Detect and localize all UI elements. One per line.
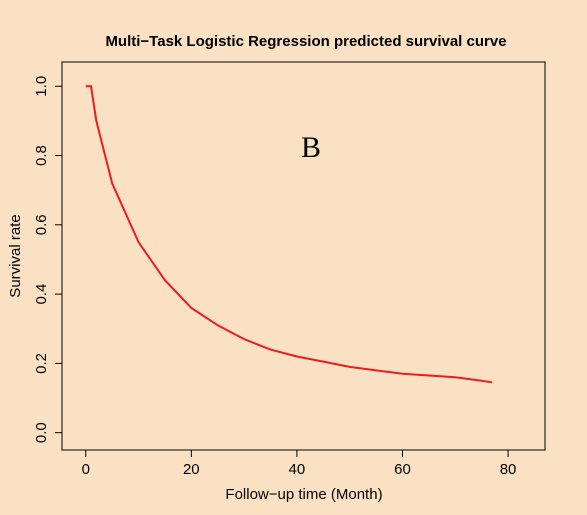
survival-curve bbox=[85, 85, 493, 384]
y-tick-label: 0.4 bbox=[33, 284, 50, 305]
y-tick-label: 1.0 bbox=[33, 76, 50, 97]
x-tick-label: 80 bbox=[500, 461, 517, 478]
y-axis-label: Survival rate bbox=[7, 214, 24, 297]
plot-box bbox=[61, 61, 546, 451]
chart-title: Multi−Task Logistic Regression predicted… bbox=[105, 33, 506, 50]
x-tick-label: 60 bbox=[394, 461, 411, 478]
y-tick-label: 0.8 bbox=[33, 145, 50, 166]
y-tick-label: 0.6 bbox=[33, 214, 50, 235]
x-axis-label: Follow−up time (Month) bbox=[225, 486, 382, 503]
x-tick-label: 0 bbox=[82, 461, 90, 478]
x-tick-label: 40 bbox=[289, 461, 306, 478]
y-tick-label: 0.0 bbox=[33, 422, 50, 443]
annotation: B bbox=[301, 131, 321, 164]
x-tick-label: 20 bbox=[183, 461, 200, 478]
y-tick-label: 0.2 bbox=[33, 353, 50, 374]
